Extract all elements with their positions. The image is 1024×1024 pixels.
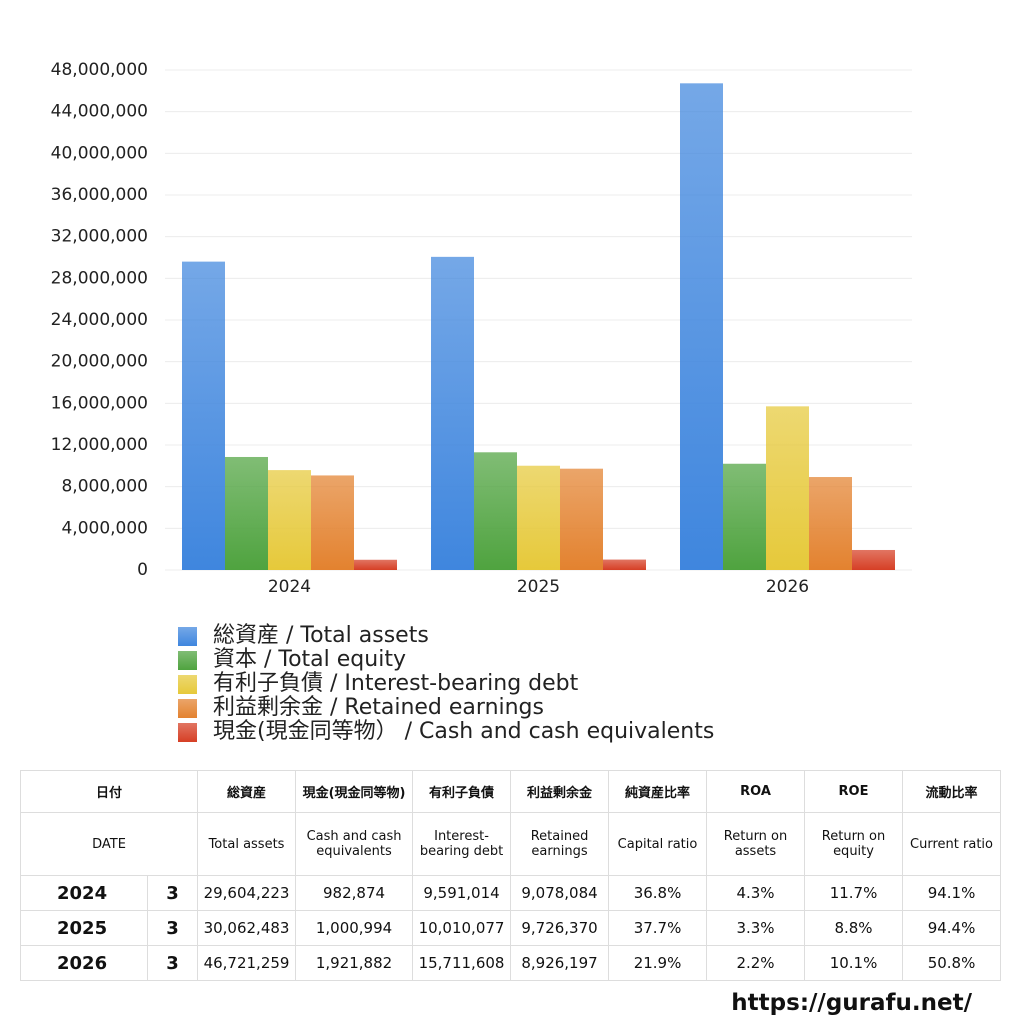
- header-cell: DATE: [19, 812, 199, 876]
- x-tick-label: 2026: [766, 577, 809, 597]
- table-cell: 10.1%: [804, 945, 904, 981]
- table-cell: 30,062,483: [197, 910, 297, 946]
- table-cell: 1,921,882: [295, 945, 414, 981]
- y-tick-label: 32,000,000: [51, 227, 148, 247]
- data-table: 日付 総資産 現金(現金同等物) 有利子負債 利益剰余金 純資産比率 ROA ROE 流動比率 D…: [19, 770, 1002, 981]
- bar: [852, 549, 895, 570]
- header-cell: Interest-bearing debt: [412, 812, 512, 876]
- bar: [766, 406, 809, 570]
- legend-label: 利益剰余金 / Retained earnings: [213, 695, 544, 720]
- header-cell: Return on assets: [706, 812, 806, 876]
- table-row: 2024 3 29,604,223 982,874 9,591,014 9,078,084…: [20, 875, 1002, 911]
- header-cell: Cash and cash equivalents: [295, 812, 414, 876]
- header-cell: 総資産: [197, 770, 297, 813]
- bar: [225, 456, 268, 570]
- header-cell: Total assets: [197, 812, 297, 876]
- header-cell: 流動比率: [902, 770, 1002, 813]
- x-tick-label: 2025: [517, 577, 560, 597]
- bar: [680, 83, 723, 570]
- table-row: 日付 総資産 現金(現金同等物) 有利子負債 利益剰余金 純資産比率 ROA ROE 流動比率: [19, 770, 1002, 813]
- header-cell: ROE: [804, 770, 904, 813]
- bar: [809, 477, 852, 570]
- header-cell: ROA: [706, 770, 806, 813]
- header-cell: Return on equity: [804, 812, 904, 876]
- y-tick-label: 4,000,000: [61, 518, 148, 538]
- bar: [182, 261, 225, 570]
- legend-label: 有利子負債 / Interest-bearing debt: [213, 671, 579, 696]
- legend-label: 資本 / Total equity: [213, 647, 406, 672]
- header-cell: Retained earnings: [510, 812, 610, 876]
- site-url: https://gurafu.net/: [731, 990, 972, 1016]
- table-cell: 982,874: [295, 875, 414, 911]
- y-tick-label: 24,000,000: [51, 310, 148, 330]
- legend-swatch: [178, 627, 197, 646]
- header-cell: 純資産比率: [608, 770, 708, 813]
- table-cell: 3: [146, 945, 199, 981]
- legend-swatch: [178, 699, 197, 718]
- table-cell: 36.8%: [608, 875, 708, 911]
- bar: [723, 463, 766, 570]
- table-cell: 8.8%: [804, 910, 904, 946]
- legend-swatch: [178, 675, 197, 694]
- table-cell: 9,078,084: [510, 875, 610, 911]
- table-cell: 10,010,077: [412, 910, 512, 946]
- legend-label: 現金(現金同等物） / Cash and cash equivalents: [213, 719, 714, 744]
- table-cell: 2024: [20, 875, 148, 911]
- y-tick-label: 28,000,000: [51, 268, 148, 288]
- header-cell: 日付: [19, 770, 199, 813]
- table-cell: 1,000,994: [295, 910, 414, 946]
- y-tick-label: 44,000,000: [51, 102, 148, 122]
- y-tick-label: 48,000,000: [51, 60, 148, 80]
- table-row: DATE Total assets Cash and cash equivalent…: [19, 812, 1002, 876]
- legend-swatch: [178, 651, 197, 670]
- legend-label: 総資産 / Total assets: [213, 623, 429, 648]
- header-cell: 現金(現金同等物): [295, 770, 414, 813]
- table-row: 2025 3 30,062,483 1,000,994 10,010,077 9,726,…: [20, 910, 1002, 946]
- bar: [474, 452, 517, 570]
- table-cell: 9,591,014: [412, 875, 512, 911]
- bar: [354, 559, 397, 570]
- y-tick-label: 40,000,000: [51, 143, 148, 163]
- table-cell: 94.4%: [902, 910, 1002, 946]
- bar: [431, 256, 474, 570]
- header-cell: Capital ratio: [608, 812, 708, 876]
- bar: [268, 470, 311, 570]
- bar: [603, 559, 646, 570]
- table-cell: 46,721,259: [197, 945, 297, 981]
- y-tick-label: 16,000,000: [51, 393, 148, 413]
- bar: [517, 465, 560, 570]
- table-row: 2026 3 46,721,259 1,921,882 15,711,608 8,926,…: [20, 945, 1002, 981]
- table-cell: 2026: [20, 945, 148, 981]
- y-tick-label: 12,000,000: [51, 435, 148, 455]
- y-tick-label: 8,000,000: [61, 477, 148, 497]
- table-cell: 50.8%: [902, 945, 1002, 981]
- header-cell: 有利子負債: [412, 770, 512, 813]
- table-cell: 21.9%: [608, 945, 708, 981]
- table-cell: 15,711,608: [412, 945, 512, 981]
- header-cell: 利益剰余金: [510, 770, 610, 813]
- table-cell: 8,926,197: [510, 945, 610, 981]
- table-cell: 3.3%: [706, 910, 806, 946]
- chart: 0 4,000,000 8,000,000 12,000,000 16,000,000 2…: [51, 60, 912, 744]
- bar: [560, 468, 603, 570]
- table-cell: 9,726,370: [510, 910, 610, 946]
- header-cell: Current ratio: [902, 812, 1002, 876]
- table-cell: 4.3%: [706, 875, 806, 911]
- y-tick-label: 36,000,000: [51, 185, 148, 205]
- x-tick-label: 2024: [268, 577, 311, 597]
- table-cell: 37.7%: [608, 910, 708, 946]
- table-cell: 2025: [20, 910, 148, 946]
- table-cell: 94.1%: [902, 875, 1002, 911]
- table-cell: 29,604,223: [197, 875, 297, 911]
- table-cell: 3: [146, 875, 199, 911]
- table-cell: 3: [146, 910, 199, 946]
- y-tick-label: 0: [137, 560, 148, 580]
- bar: [311, 475, 354, 570]
- table-cell: 11.7%: [804, 875, 904, 911]
- y-tick-label: 20,000,000: [51, 352, 148, 372]
- table-cell: 2.2%: [706, 945, 806, 981]
- legend-swatch: [178, 723, 197, 742]
